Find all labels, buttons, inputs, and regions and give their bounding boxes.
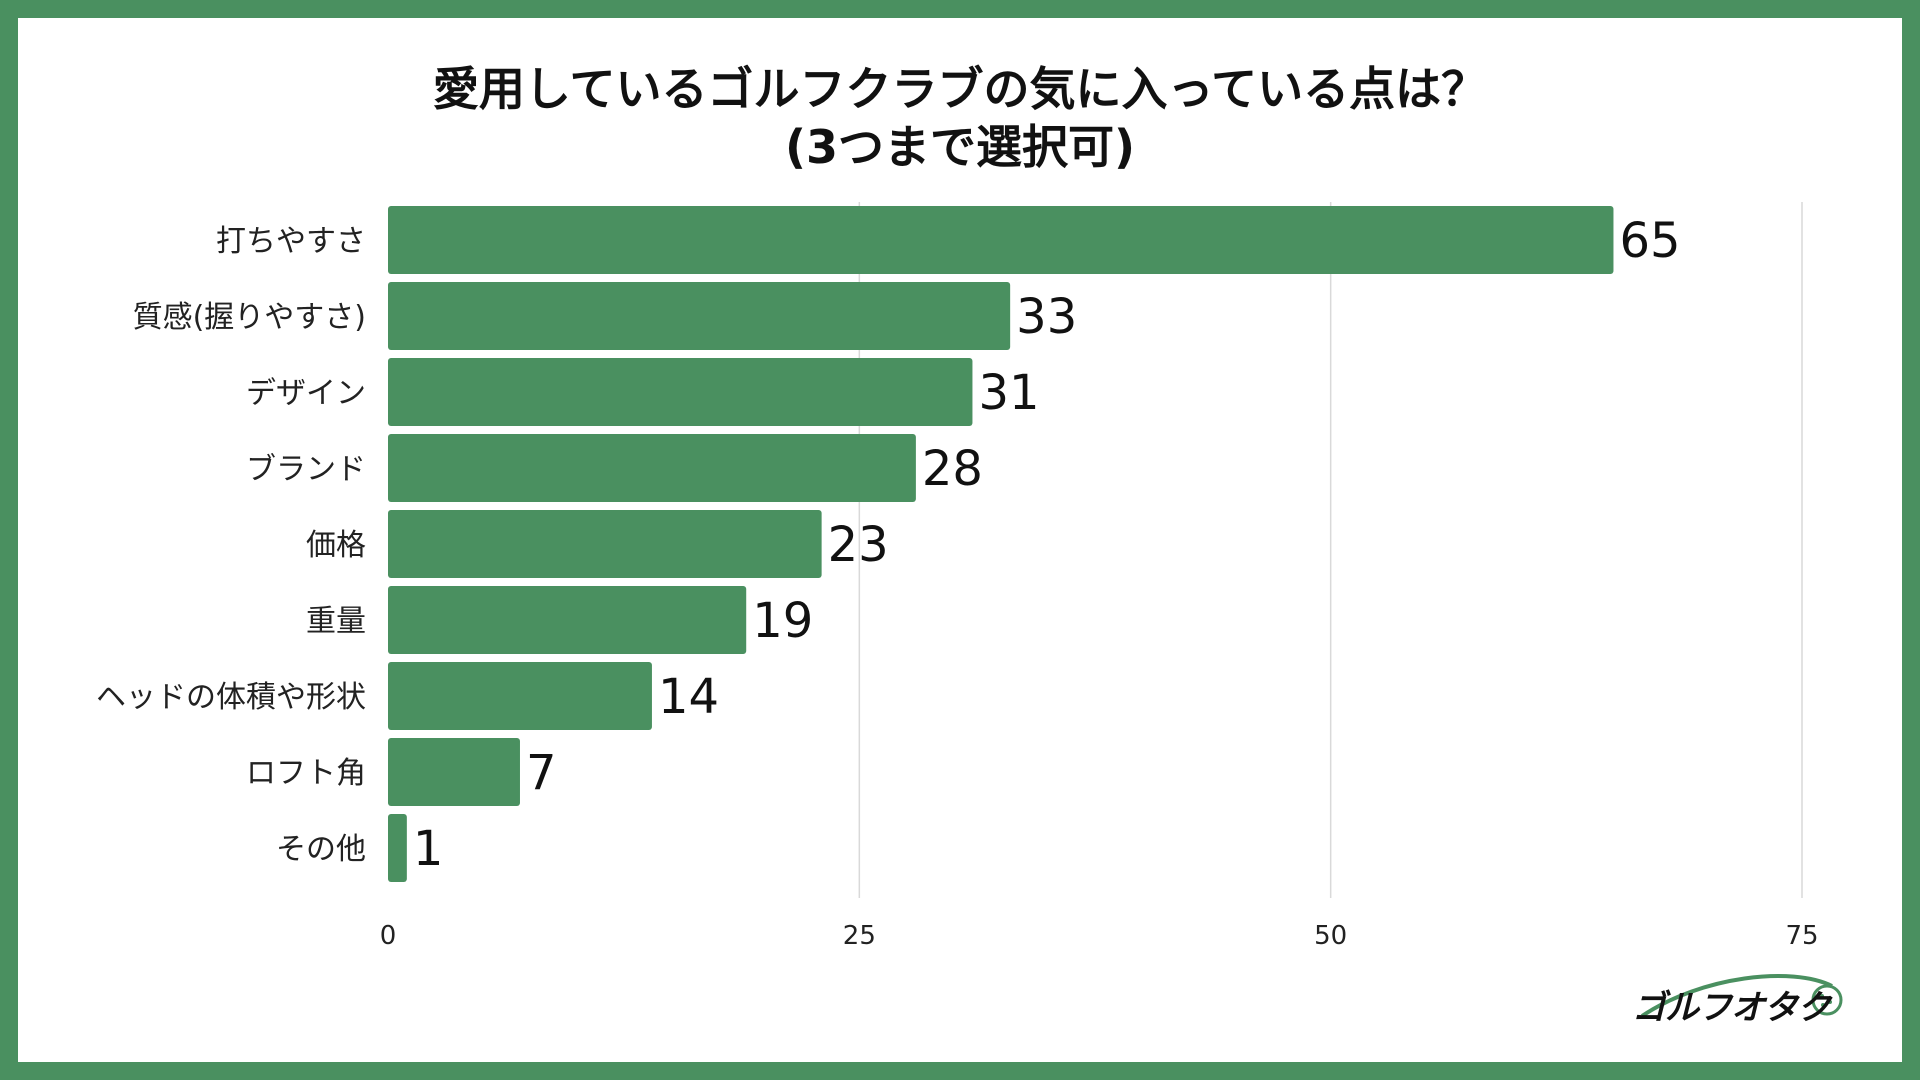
value-label: 33 <box>1016 289 1077 345</box>
category-label: 価格 <box>306 528 366 563</box>
category-label: その他 <box>276 832 366 867</box>
category-label: 重量 <box>306 604 366 639</box>
category-label: ヘッドの体積や形状 <box>96 680 366 715</box>
bar-chart: 0 25 50 75 打ちやすさ 65 質感(握りやすさ) 33 デザイン 31 ブランド 28 価格 2… <box>96 202 1819 951</box>
bar <box>388 586 747 654</box>
bar <box>388 814 407 882</box>
chart-title-line-1: 愛用しているゴルフクラブの気に入っている点は？ <box>432 62 1488 116</box>
bar <box>388 434 916 502</box>
value-label: 7 <box>526 745 557 801</box>
bar <box>388 358 973 426</box>
category-label: 打ちやすさ <box>216 224 366 259</box>
bar <box>388 662 652 730</box>
chart-title-line-2: (3つまで選択可) <box>784 120 1136 174</box>
category-label: ロフト角 <box>246 756 366 791</box>
bar <box>388 282 1011 350</box>
golf-ball-swoosh-icon <box>1640 974 1843 1018</box>
x-tick-label: 0 <box>380 921 397 951</box>
x-tick-label: 50 <box>1314 921 1347 951</box>
chart-title: 愛用しているゴルフクラブの気に入っている点は？ (3つまで選択可) <box>18 60 1902 176</box>
bar <box>388 206 1614 274</box>
x-tick-label: 75 <box>1785 921 1818 951</box>
category-label: 質感(握りやすさ) <box>133 300 366 335</box>
value-label: 65 <box>1619 213 1680 269</box>
brand-logo: ゴルフオタク <box>1622 966 1852 1036</box>
value-label: 14 <box>658 669 719 725</box>
brand-logo-text: ゴルフオタク <box>1632 988 1831 1028</box>
category-label: ブランド <box>246 452 366 487</box>
value-label: 31 <box>978 365 1039 421</box>
bar <box>388 510 822 578</box>
value-label: 23 <box>828 517 889 573</box>
value-label: 28 <box>922 441 983 497</box>
value-label: 19 <box>752 593 813 649</box>
bar <box>388 738 520 806</box>
category-label: デザイン <box>246 376 366 411</box>
x-tick-label: 25 <box>843 921 876 951</box>
value-label: 1 <box>413 821 444 877</box>
chart-frame: 愛用しているゴルフクラブの気に入っている点は？ (3つまで選択可) 0 25 50 7… <box>18 18 1902 1062</box>
